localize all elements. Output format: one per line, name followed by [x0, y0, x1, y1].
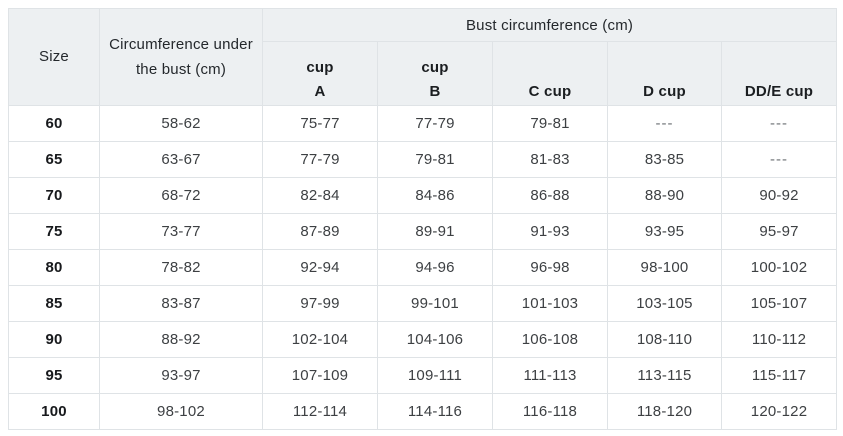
bust-range-cell: 105-107	[720, 285, 838, 322]
bust-range-cell: 101-103	[492, 285, 608, 322]
bust-range-cell: 90-92	[720, 177, 838, 214]
bust-range-cell: 87-89	[262, 213, 378, 250]
size-cell: 65	[8, 141, 100, 178]
size-cell: 95	[8, 357, 100, 394]
bust-range-cell: 96-98	[492, 249, 608, 286]
table-row: 95 93-97 107-109 109-111 111-113 113-115 115-1…	[8, 357, 838, 394]
bust-range-cell: 107-109	[262, 357, 378, 394]
table-row: 70 68-72 82-84 84-86 86-88 88-90 90-92	[8, 177, 838, 214]
cup-header-line: D cup	[643, 83, 686, 101]
bust-range-cell: 115-117	[720, 357, 838, 394]
table-row: 80 78-82 92-94 94-96 96-98 98-100 100-102	[8, 249, 838, 286]
size-cell: 60	[8, 105, 100, 142]
column-header-cup-dde: DD/E cup	[720, 41, 838, 106]
bust-range-cell: ---	[720, 141, 838, 178]
underbust-cell: 58-62	[99, 105, 263, 142]
underbust-cell: 73-77	[99, 213, 263, 250]
bust-range-cell: 91-93	[492, 213, 608, 250]
size-cell: 70	[8, 177, 100, 214]
bust-range-cell: 109-111	[377, 357, 493, 394]
bust-range-cell: 82-84	[262, 177, 378, 214]
cup-header-line: cup	[421, 58, 449, 76]
bust-range-cell: 86-88	[492, 177, 608, 214]
table-body: 60 58-62 75-77 77-79 79-81 --- --- 65 63-67 77-79…	[8, 105, 838, 430]
bust-range-cell: ---	[607, 105, 722, 142]
bust-range-cell: 97-99	[262, 285, 378, 322]
bust-range-cell: 120-122	[720, 393, 838, 430]
cup-header-line: B	[429, 83, 441, 101]
bust-range-cell: 89-91	[377, 213, 493, 250]
underbust-cell: 63-67	[99, 141, 263, 178]
underbust-cell: 98-102	[99, 393, 263, 430]
cup-header-line: DD/E cup	[744, 83, 814, 101]
bust-range-cell: 79-81	[377, 141, 493, 178]
bust-range-cell: 111-113	[492, 357, 608, 394]
table-row: 100 98-102 112-114 114-116 116-118 118-120 120…	[8, 393, 838, 430]
bust-range-cell: 93-95	[607, 213, 722, 250]
underbust-cell: 68-72	[99, 177, 263, 214]
column-group-header-bust-circumference: Bust circumference (cm)	[261, 8, 838, 42]
bust-range-cell: 98-100	[607, 249, 722, 286]
cup-header-line: A	[314, 83, 326, 101]
bust-range-cell: 106-108	[492, 321, 608, 358]
column-header-cup-d: D cup	[607, 41, 722, 106]
column-header-cup-a: cup A	[262, 41, 378, 106]
bust-range-cell: 94-96	[377, 249, 493, 286]
bust-range-cell: 118-120	[607, 393, 722, 430]
bust-range-cell: ---	[720, 105, 838, 142]
column-header-underbust: Circumference under the bust (cm)	[99, 8, 263, 106]
bust-range-cell: 116-118	[492, 393, 608, 430]
table-row: 65 63-67 77-79 79-81 81-83 83-85 ---	[8, 141, 838, 178]
table-row: 90 88-92 102-104 104-106 106-108 108-110 110-1…	[8, 321, 838, 358]
table-row: 85 83-87 97-99 99-101 101-103 103-105 105-107	[8, 285, 838, 322]
size-cell: 85	[8, 285, 100, 322]
bust-range-cell: 75-77	[262, 105, 378, 142]
column-header-cup-b: cup B	[377, 41, 493, 106]
bust-range-cell: 79-81	[492, 105, 608, 142]
cup-header-line: C cup	[528, 83, 572, 101]
column-header-cup-c: C cup	[492, 41, 608, 106]
underbust-cell: 83-87	[99, 285, 263, 322]
bust-range-cell: 104-106	[377, 321, 493, 358]
bust-range-cell: 110-112	[720, 321, 838, 358]
bust-range-cell: 112-114	[262, 393, 378, 430]
bust-range-cell: 100-102	[720, 249, 838, 286]
size-cell: 90	[8, 321, 100, 358]
bust-range-cell: 102-104	[262, 321, 378, 358]
bust-range-cell: 83-85	[607, 141, 722, 178]
bust-range-cell: 99-101	[377, 285, 493, 322]
bust-range-cell: 77-79	[262, 141, 378, 178]
table-row: 75 73-77 87-89 89-91 91-93 93-95 95-97	[8, 213, 838, 250]
size-cell: 75	[8, 213, 100, 250]
bust-range-cell: 81-83	[492, 141, 608, 178]
bra-size-chart-table: Size Circumference under the bust (cm) B…	[8, 8, 838, 430]
column-header-size: Size	[8, 8, 100, 106]
size-cell: 80	[8, 249, 100, 286]
bust-range-cell: 113-115	[607, 357, 722, 394]
underbust-cell: 93-97	[99, 357, 263, 394]
table-row: 60 58-62 75-77 77-79 79-81 --- ---	[8, 105, 838, 142]
bust-range-cell: 108-110	[607, 321, 722, 358]
bust-range-cell: 95-97	[720, 213, 838, 250]
table-header: Size Circumference under the bust (cm) B…	[8, 8, 838, 106]
bust-range-cell: 92-94	[262, 249, 378, 286]
cup-header-line: cup	[306, 58, 334, 76]
bust-range-cell: 114-116	[377, 393, 493, 430]
size-cell: 100	[8, 393, 100, 430]
underbust-cell: 78-82	[99, 249, 263, 286]
bust-range-cell: 77-79	[377, 105, 493, 142]
bust-range-cell: 84-86	[377, 177, 493, 214]
underbust-cell: 88-92	[99, 321, 263, 358]
bust-range-cell: 88-90	[607, 177, 722, 214]
bust-range-cell: 103-105	[607, 285, 722, 322]
